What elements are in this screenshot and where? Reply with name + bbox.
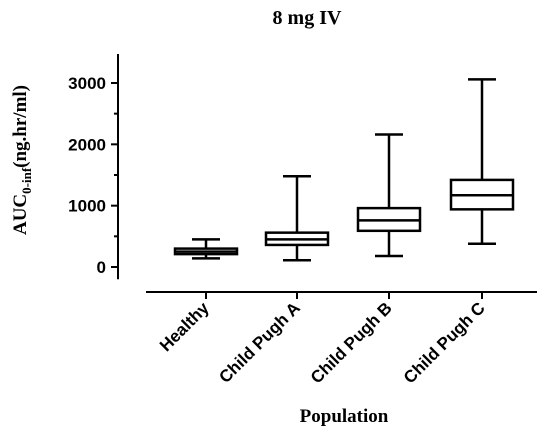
chart-title: 8 mg IV <box>273 7 342 29</box>
y-ticks: 0 1000 2000 3000 <box>68 74 118 277</box>
box-4 <box>449 78 515 245</box>
y-tick-label: 0 <box>97 258 106 277</box>
axes <box>117 54 537 293</box>
y-tick-label: 3000 <box>68 74 106 93</box>
y-axis-label-unit: (ng.hr/ml) <box>10 85 31 168</box>
x-category-label: Child Pugh B <box>307 298 396 387</box>
y-axis-label: AUC0-inf(ng.hr/ml) <box>10 85 34 235</box>
y-axis-label-subscript: 0-inf <box>19 167 34 194</box>
box-1 <box>173 238 239 260</box>
svg-text:AUC0-inf(ng.hr/ml): AUC0-inf(ng.hr/ml) <box>10 85 34 235</box>
x-category-label: Child Pugh C <box>400 298 489 387</box>
box-3 <box>356 133 422 258</box>
y-tick-label: 1000 <box>68 197 106 216</box>
x-category-label: Healthy <box>156 298 213 355</box>
x-axis-label: Population <box>300 406 389 427</box>
boxes <box>173 78 515 262</box>
x-category-label: Child Pugh A <box>215 298 303 386</box>
y-axis-label-main: AUC <box>10 194 31 235</box>
y-tick-label: 2000 <box>68 135 106 154</box>
x-category-labels: Healthy Child Pugh A Child Pugh B Child Pug… <box>156 292 489 387</box>
box-2 <box>264 174 330 262</box>
